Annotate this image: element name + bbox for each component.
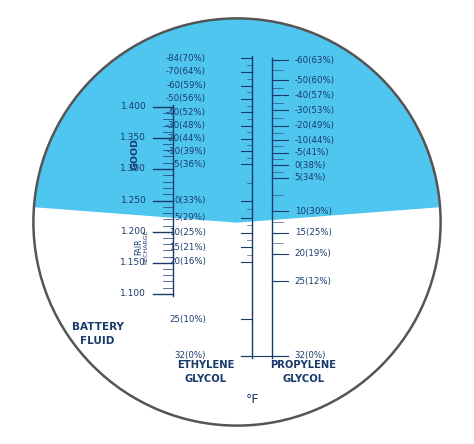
- Text: 20(16%): 20(16%): [169, 258, 206, 266]
- Text: 25(10%): 25(10%): [169, 315, 206, 324]
- Text: -40(57%): -40(57%): [294, 91, 335, 100]
- Text: 1.350: 1.350: [120, 133, 146, 143]
- Text: 15(25%): 15(25%): [294, 228, 331, 237]
- Text: -40(52%): -40(52%): [166, 108, 206, 117]
- Circle shape: [33, 18, 441, 426]
- Text: -20(44%): -20(44%): [166, 134, 206, 143]
- Text: -5(36%): -5(36%): [172, 160, 206, 169]
- Text: -60(63%): -60(63%): [294, 56, 335, 64]
- Text: BATTERY
FLUID: BATTERY FLUID: [72, 321, 124, 345]
- Text: 1.150: 1.150: [120, 258, 146, 267]
- Text: -20(49%): -20(49%): [294, 121, 335, 130]
- Text: 1.400: 1.400: [120, 103, 146, 111]
- Text: ETHYLENE
GLYCOL: ETHYLENE GLYCOL: [177, 361, 235, 385]
- Text: PROPYLENE
GLYCOL: PROPYLENE GLYCOL: [270, 361, 337, 385]
- Text: -50(60%): -50(60%): [294, 76, 335, 85]
- Text: -10(39%): -10(39%): [166, 147, 206, 156]
- Text: 1.100: 1.100: [120, 289, 146, 298]
- Text: 5(29%): 5(29%): [175, 213, 206, 222]
- Text: -70(64%): -70(64%): [166, 67, 206, 76]
- Wedge shape: [34, 18, 440, 222]
- Text: 0(33%): 0(33%): [174, 196, 206, 205]
- Text: -30(48%): -30(48%): [166, 121, 206, 130]
- Text: 0(38%): 0(38%): [294, 161, 326, 170]
- Text: °F: °F: [246, 392, 259, 405]
- Text: RECHARGE: RECHARGE: [143, 230, 148, 265]
- Text: -10(44%): -10(44%): [294, 135, 335, 145]
- Text: 32(0%): 32(0%): [174, 351, 206, 360]
- Text: 20(19%): 20(19%): [294, 250, 331, 258]
- Text: 15(21%): 15(21%): [169, 243, 206, 252]
- Text: 1.250: 1.250: [120, 196, 146, 205]
- Text: 10(25%): 10(25%): [169, 228, 206, 237]
- Text: -30(53%): -30(53%): [294, 106, 335, 115]
- Text: 25(12%): 25(12%): [294, 277, 331, 286]
- Text: -84(70%): -84(70%): [166, 54, 206, 63]
- Text: FAIR: FAIR: [135, 239, 144, 255]
- Text: -60(59%): -60(59%): [166, 81, 206, 90]
- Text: 32(0%): 32(0%): [294, 351, 326, 360]
- Text: 1.200: 1.200: [120, 227, 146, 236]
- Text: -5(41%): -5(41%): [294, 148, 329, 157]
- Text: 10(30%): 10(30%): [294, 207, 331, 216]
- Text: 5(34%): 5(34%): [294, 173, 326, 182]
- Text: -50(56%): -50(56%): [166, 95, 206, 103]
- Text: GOOD: GOOD: [131, 138, 140, 170]
- Text: 1.300: 1.300: [120, 164, 146, 174]
